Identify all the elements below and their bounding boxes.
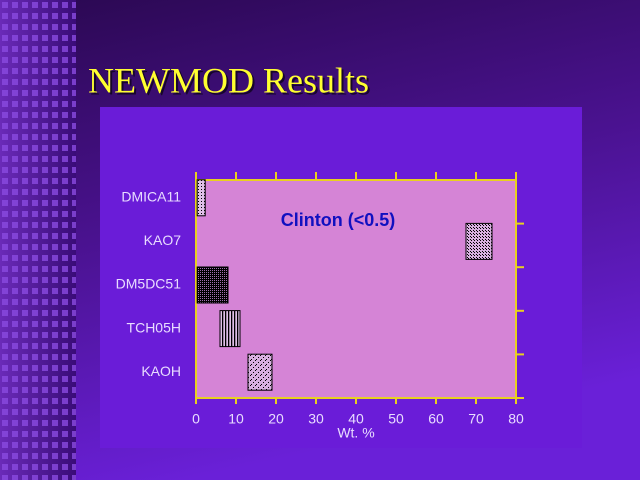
y-tick-label: KAO7 [144,232,182,248]
x-tick-label: 50 [388,411,404,427]
x-tick-label: 80 [508,411,524,427]
chart: 0 10 20 30 40 50 60 70 80 DMICA11 KAO7 DM5DC51 TCH05… [116,172,524,441]
x-tick-label: 60 [428,411,444,427]
x-axis-label: Wt. % [337,425,374,441]
side-squares [0,0,76,480]
x-tick-label: 0 [192,411,200,427]
range-bar [196,266,229,304]
title-shadow: NEWMOD Results [90,62,371,102]
range-bar [219,310,241,348]
annotation: Clinton (<0.5) [281,210,396,230]
slide-title: NEWMOD Results [88,60,369,100]
y-tick-label: KAOH [141,363,181,379]
y-tick-label: DM5DC51 [116,276,182,292]
y-tick-label: DMICA11 [121,189,181,205]
range-bar [196,179,206,217]
x-tick-label: 20 [268,411,284,427]
x-tick-label: 30 [308,411,324,427]
range-bar [247,353,273,391]
x-tick-label: 40 [348,411,364,427]
x-tick-label: 70 [468,411,484,427]
y-tick-label: TCH05H [127,319,181,335]
range-bar [465,222,493,260]
x-tick-label: 10 [228,411,244,427]
